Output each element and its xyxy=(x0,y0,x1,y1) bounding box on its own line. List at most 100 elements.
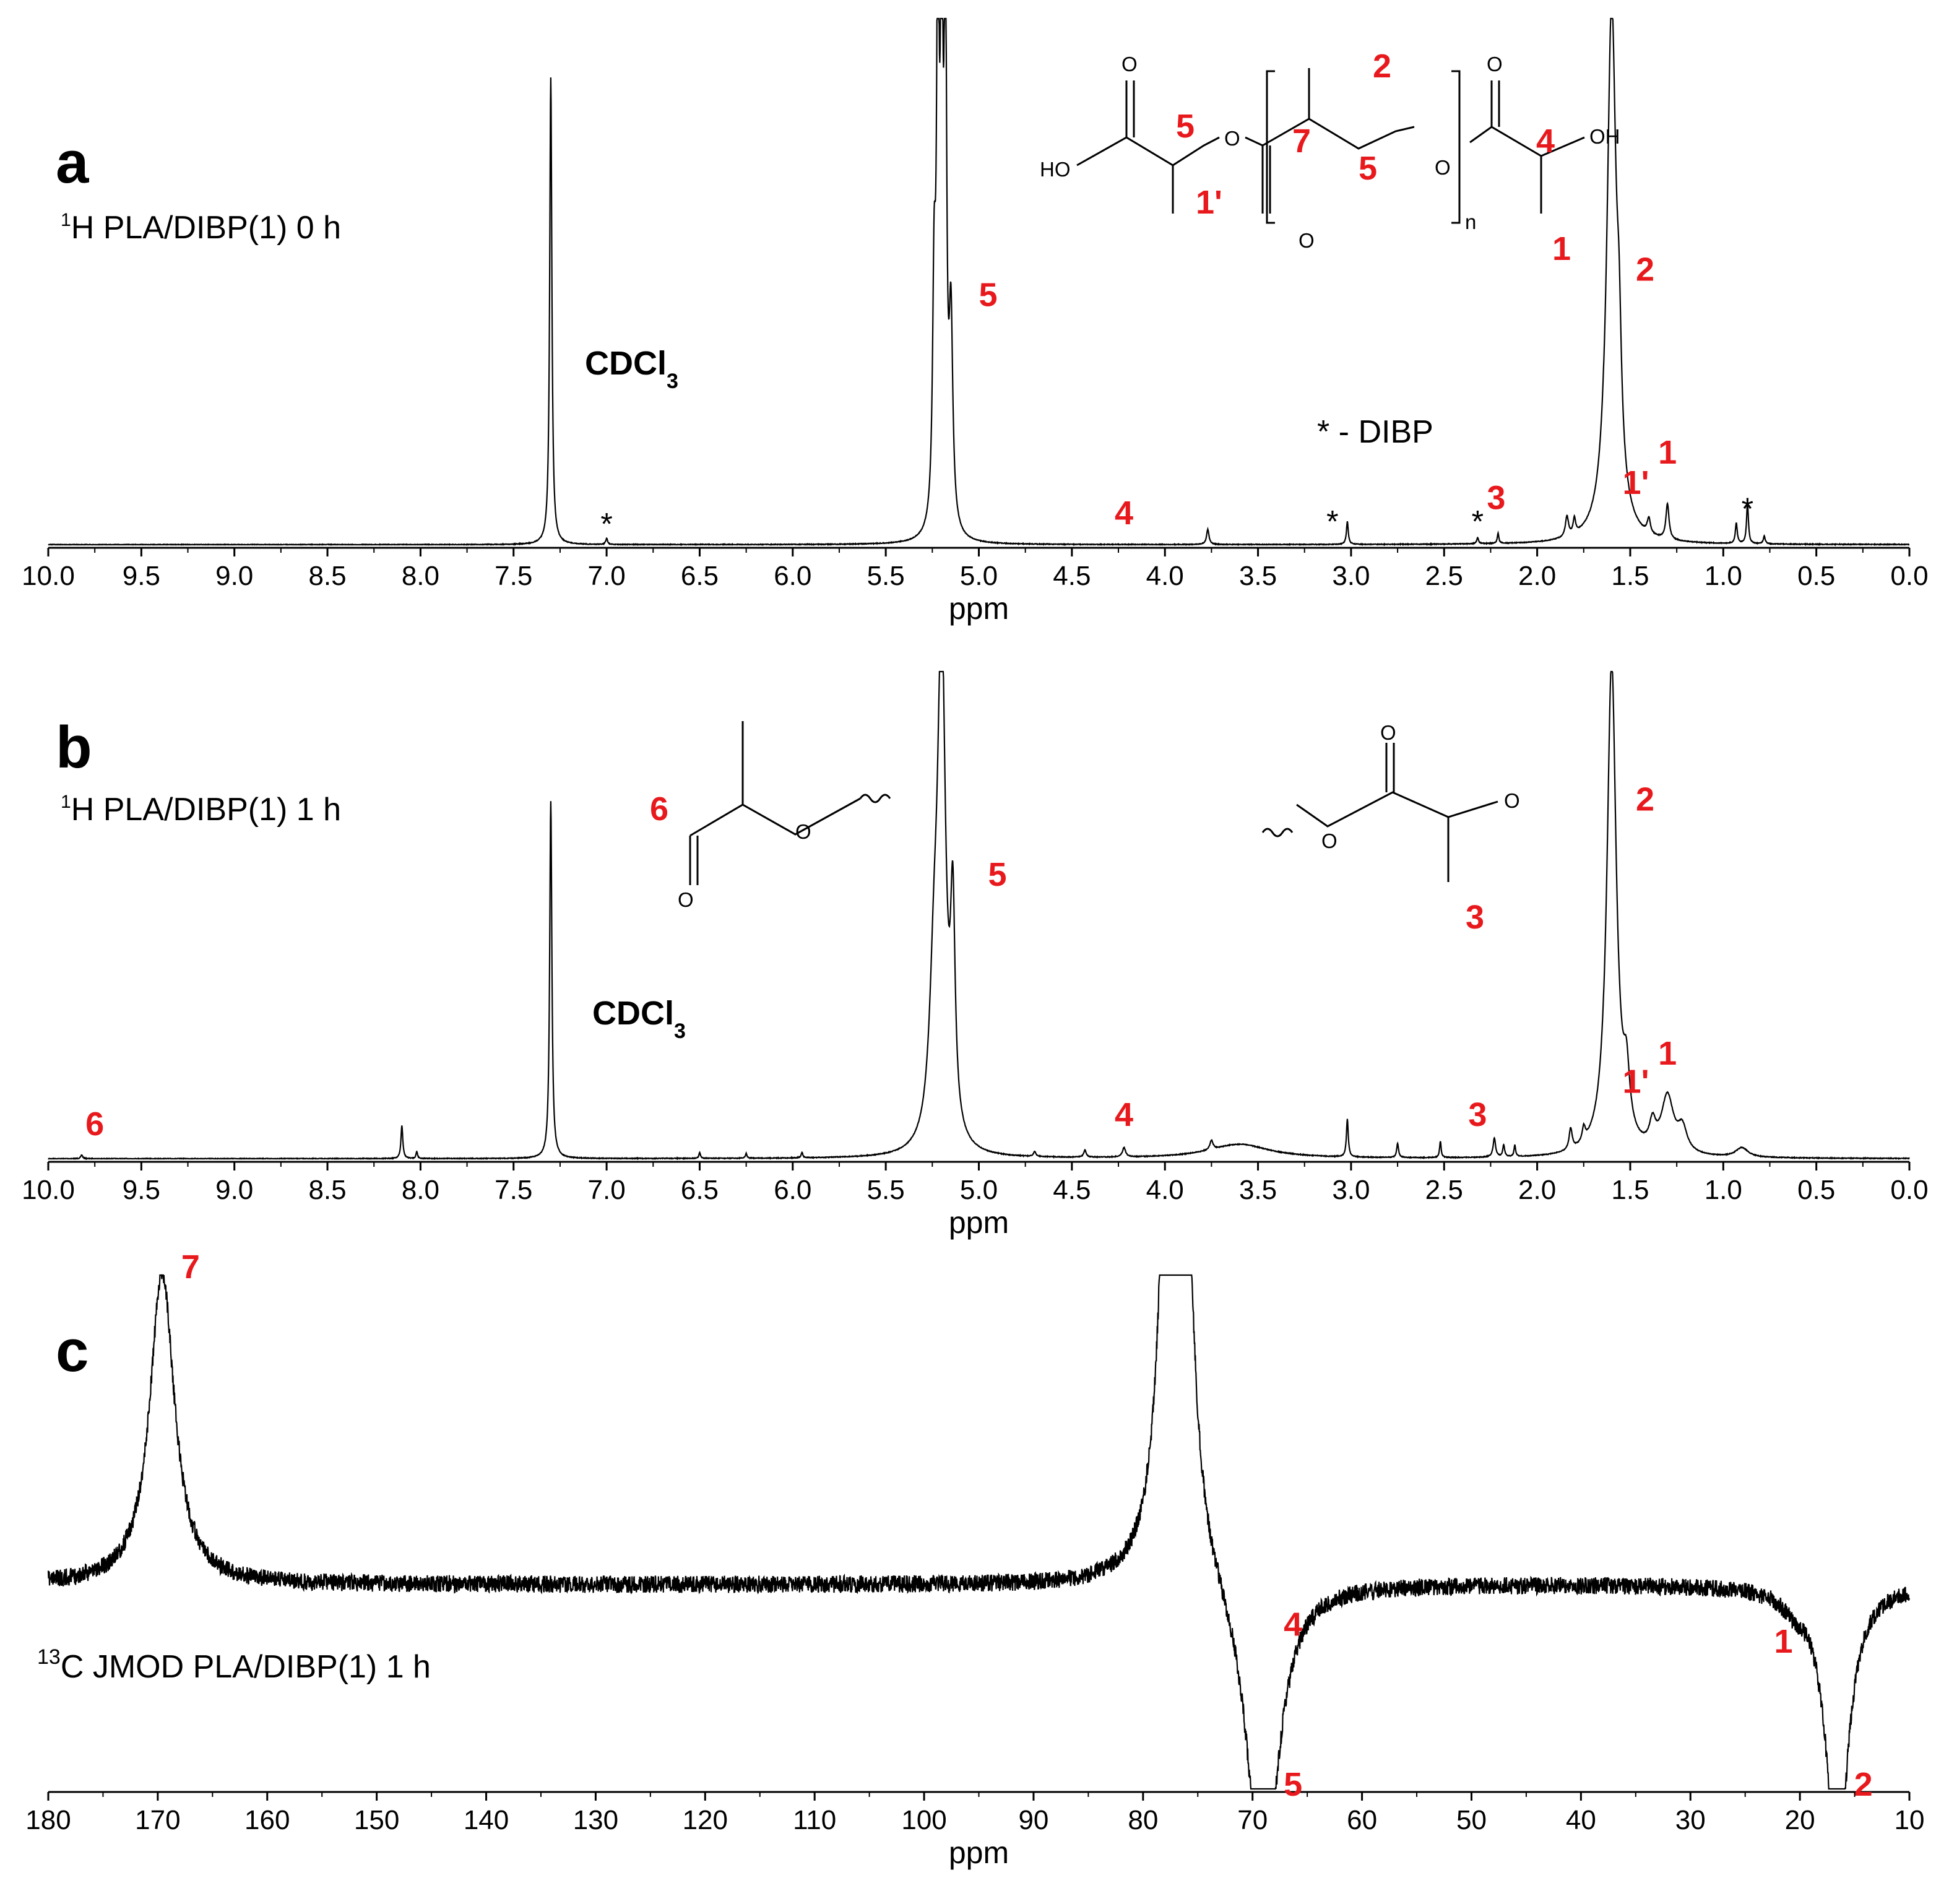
x-tick-label: 10.0 xyxy=(22,1175,75,1205)
pyruvate-chain xyxy=(1296,791,1498,828)
atom-oh: OH xyxy=(1589,125,1620,148)
peak-label: 1 xyxy=(1774,1623,1793,1660)
peak-label: 3 xyxy=(1468,1096,1487,1133)
peak-label: 2 xyxy=(1636,251,1654,288)
x-tick-label: 70 xyxy=(1237,1805,1268,1835)
panel-c-axis: 180 170 160 150 140 130 120 110 100 90 80 70 60 50 40 3… xyxy=(25,1791,1924,1870)
x-tick-label: 2.0 xyxy=(1518,1175,1556,1205)
x-tick-label: 30 xyxy=(1675,1805,1706,1835)
atom-o: O xyxy=(1504,789,1520,812)
x-tick-label: 3.5 xyxy=(1239,561,1277,591)
x-tick-label: 3.0 xyxy=(1332,1175,1370,1205)
x-tick-label: 9.5 xyxy=(123,1175,160,1205)
repeat-bracket-left xyxy=(1266,70,1275,224)
pla-structure-left-chain xyxy=(1076,136,1220,167)
x-tick-label: 8.0 xyxy=(402,561,439,591)
aldehyde-chain xyxy=(689,797,861,837)
x-tick-label: 6.5 xyxy=(681,561,719,591)
x-tick-label: 5.5 xyxy=(867,1175,905,1205)
x-tick-label: 120 xyxy=(683,1805,728,1835)
x-tick-label: 50 xyxy=(1456,1805,1487,1835)
atom-o: O xyxy=(1380,721,1396,744)
peak-label: 4 xyxy=(1115,495,1133,532)
x-tick-label: 3.5 xyxy=(1239,1175,1277,1205)
x-tick-label: 40 xyxy=(1566,1805,1596,1835)
x-tick-label: 110 xyxy=(793,1805,836,1835)
subscript-n: n xyxy=(1465,210,1476,233)
panel-a-subtitle: 1H PLA/DIBP(1) 0 h xyxy=(61,210,341,246)
panel-c-letter: c xyxy=(56,1318,89,1384)
aldehyde-end-structure: O O 6 xyxy=(650,721,891,911)
x-tick-label: 2.5 xyxy=(1425,1175,1463,1205)
x-tick-label: 5.5 xyxy=(867,561,905,591)
panel-a-letter: a xyxy=(56,129,89,196)
panel-a-dibp-note: * - DIBP xyxy=(1317,414,1433,450)
peak-label: 5 xyxy=(979,277,998,314)
panel-a-peak-labels: 5 4 3 2 1'1 * * * * xyxy=(600,251,1753,542)
structure-label: 4 xyxy=(1536,123,1555,160)
x-tick-label: 130 xyxy=(573,1805,618,1835)
x-tick-label: 4.5 xyxy=(1053,561,1091,591)
x-tick-label: 1.0 xyxy=(1705,1175,1742,1205)
panel-c-subtitle: 13C JMOD PLA/DIBP(1) 1 h xyxy=(37,1645,431,1685)
atom-o: O xyxy=(1435,156,1451,179)
x-tick-label: 7.0 xyxy=(588,561,626,591)
x-tick-label: 9.0 xyxy=(215,1175,253,1205)
peak-label: 5 xyxy=(988,856,1007,893)
x-tick-label: 8.0 xyxy=(402,1175,439,1205)
panel-a-axis: 10.0 9.5 9.0 8.5 8.0 7.5 7.0 6.5 6.0 5.5 5.0 4.5 4.0… xyxy=(22,547,1929,626)
peak-label: 2 xyxy=(1636,781,1654,818)
x-tick-label: 90 xyxy=(1018,1805,1048,1835)
x-tick-label: 2.0 xyxy=(1518,561,1556,591)
panel-c: 180 170 160 150 140 130 120 110 100 90 80 70 60 50 40 3… xyxy=(25,1248,1924,1870)
peak-label: 4 xyxy=(1115,1096,1133,1133)
atom-o: O xyxy=(678,888,694,911)
x-tick-label: 1.0 xyxy=(1705,561,1742,591)
peak-label: 2 xyxy=(1854,1766,1873,1803)
x-axis-title: ppm xyxy=(949,591,1009,626)
x-tick-label: 180 xyxy=(25,1805,71,1835)
x-tick-label: 9.5 xyxy=(123,561,160,591)
x-tick-label: 6.0 xyxy=(774,561,811,591)
panel-b: 10.0 9.5 9.0 8.5 8.0 7.5 7.0 6.5 6.0 5.5 5.0 4.5 4.0… xyxy=(22,670,1929,1240)
x-tick-label: 8.5 xyxy=(308,1175,346,1205)
x-tick-label: 9.0 xyxy=(215,561,253,591)
panel-b-axis: 10.0 9.5 9.0 8.5 8.0 7.5 7.0 6.5 6.0 5.5 5.0 4.5 4.0… xyxy=(22,1161,1929,1240)
structure-label-3: 3 xyxy=(1466,899,1484,936)
x-tick-label: 60 xyxy=(1347,1805,1377,1835)
panel-c-spectrum xyxy=(47,1274,1911,1790)
structure-label: 7 xyxy=(1292,123,1311,160)
panel-c-peak-labels: 7 4 5 1 2 xyxy=(181,1248,1873,1803)
x-tick-label: 7.5 xyxy=(495,1175,532,1205)
x-tick-label: 80 xyxy=(1128,1805,1158,1835)
dibp-marker: * xyxy=(600,507,612,542)
pla-structure-repeat-chain xyxy=(1245,118,1415,150)
atom-o: O xyxy=(1299,229,1315,252)
pyruvate-end-structure: O O O 3 xyxy=(1261,721,1520,936)
panel-b-peak-labels: 6 5 4 3 2 1'1 xyxy=(85,781,1677,1143)
panel-b-subtitle: 1H PLA/DIBP(1) 1 h xyxy=(61,792,341,828)
atom-o: O xyxy=(1487,53,1503,76)
atom-ho: HO xyxy=(1040,158,1071,181)
wavy-bond xyxy=(1261,828,1294,837)
x-axis-title: ppm xyxy=(949,1205,1009,1240)
x-tick-label: 6.0 xyxy=(774,1175,811,1205)
x-tick-label: 0.0 xyxy=(1890,1175,1928,1205)
x-tick-label: 150 xyxy=(354,1805,399,1835)
panel-a-spectrum xyxy=(48,17,1910,547)
atom-o: O xyxy=(1224,127,1240,150)
wavy-bond xyxy=(859,794,891,803)
dibp-marker: * xyxy=(1472,504,1484,539)
x-tick-label: 7.5 xyxy=(495,561,532,591)
peak-label: 1 xyxy=(1658,1035,1677,1072)
pla-structure-right-chain xyxy=(1469,126,1585,157)
panel-b-solvent-label: CDCl3 xyxy=(592,995,686,1043)
x-tick-label: 5.0 xyxy=(960,1175,998,1205)
atom-o: O xyxy=(795,820,811,843)
peak-label: 6 xyxy=(85,1106,104,1143)
structure-label: 2 xyxy=(1373,48,1391,85)
structure-label: 5 xyxy=(1359,150,1377,187)
structure-label: 5 xyxy=(1176,108,1195,145)
x-tick-label: 170 xyxy=(135,1805,180,1835)
